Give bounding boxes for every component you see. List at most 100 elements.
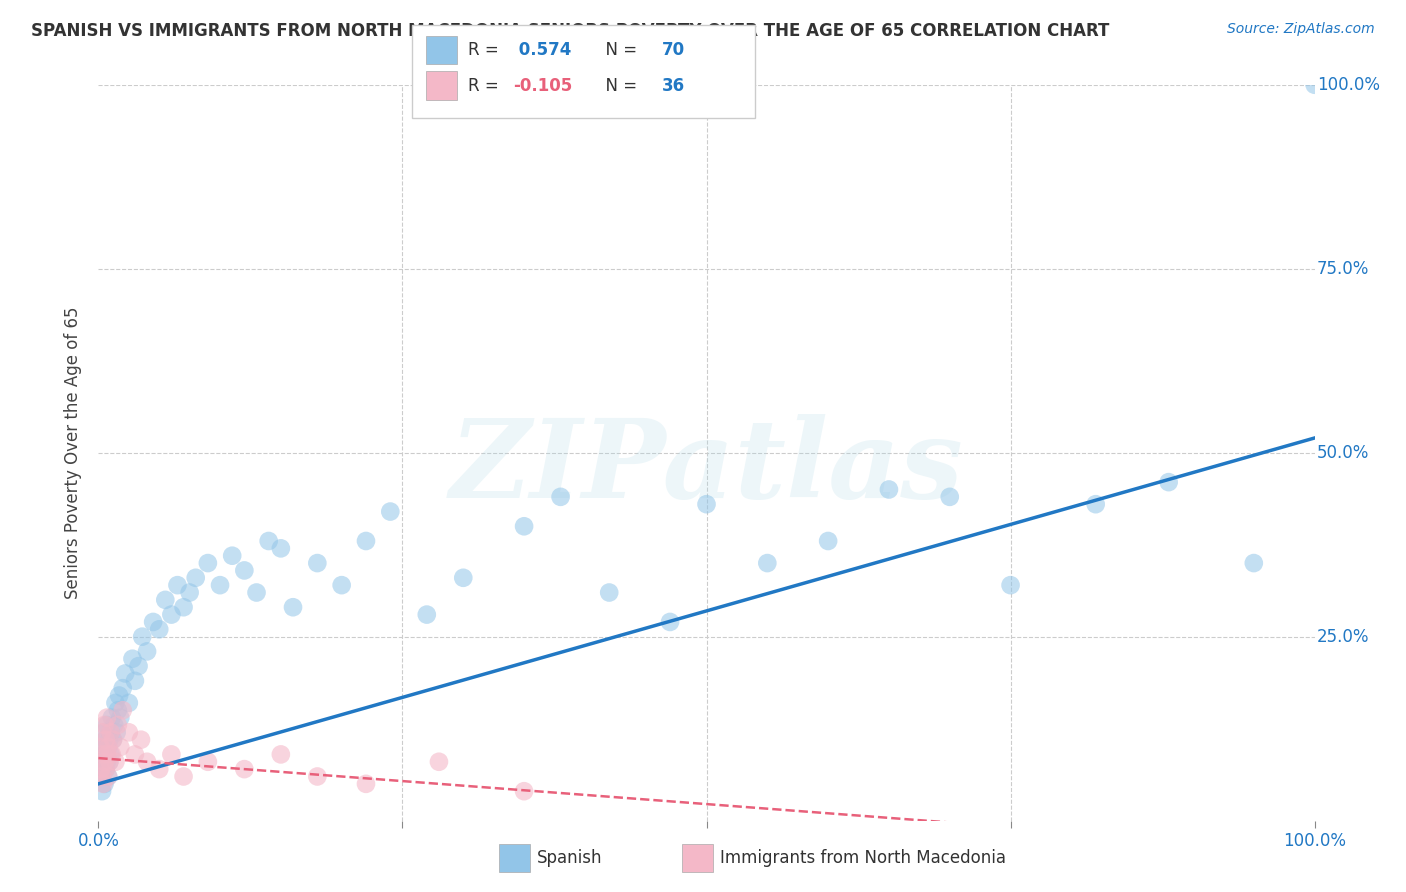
Point: [233, 762, 256, 776]
Point: [453, 571, 475, 585]
Point: [131, 630, 153, 644]
Point: [103, 718, 125, 732]
Point: [184, 571, 207, 585]
Point: [380, 505, 402, 519]
Point: [270, 541, 292, 556]
Point: [756, 556, 779, 570]
Point: [1000, 578, 1022, 592]
Point: [93, 747, 115, 762]
Point: [1303, 78, 1326, 92]
Point: [118, 696, 141, 710]
Point: [173, 769, 195, 784]
Point: [197, 755, 219, 769]
Point: [98, 755, 121, 769]
Point: [91, 740, 114, 755]
Text: 0.574: 0.574: [513, 41, 572, 59]
Point: [97, 769, 120, 784]
Text: 75.0%: 75.0%: [1317, 260, 1369, 277]
Point: [93, 718, 115, 732]
Point: [94, 762, 117, 776]
Point: [107, 703, 129, 717]
Point: [124, 673, 146, 688]
Point: [101, 747, 124, 762]
Text: R =: R =: [468, 77, 505, 95]
Point: [245, 585, 267, 599]
Point: [91, 777, 114, 791]
Point: [91, 747, 114, 762]
Text: SPANISH VS IMMIGRANTS FROM NORTH MACEDONIA SENIORS POVERTY OVER THE AGE OF 65 CO: SPANISH VS IMMIGRANTS FROM NORTH MACEDON…: [31, 22, 1109, 40]
Point: [97, 740, 120, 755]
Point: [94, 732, 117, 747]
Point: [94, 732, 117, 747]
Point: [105, 725, 128, 739]
Text: 50.0%: 50.0%: [1317, 443, 1369, 462]
Point: [121, 651, 143, 665]
Point: [270, 747, 292, 762]
Point: [118, 725, 141, 739]
Text: 25.0%: 25.0%: [1317, 628, 1369, 646]
Text: Immigrants from North Macedonia: Immigrants from North Macedonia: [720, 849, 1005, 867]
Point: [148, 623, 170, 637]
Point: [107, 718, 129, 732]
Point: [128, 659, 150, 673]
Point: [354, 777, 377, 791]
Point: [166, 578, 188, 592]
Point: [114, 666, 136, 681]
Point: [90, 762, 112, 776]
Point: [257, 533, 280, 548]
Point: [91, 769, 114, 784]
Text: Spanish: Spanish: [537, 849, 603, 867]
Text: R =: R =: [468, 41, 505, 59]
Point: [179, 585, 201, 599]
Text: 36: 36: [662, 77, 685, 95]
Point: [513, 519, 536, 533]
Point: [330, 578, 353, 592]
Point: [817, 533, 839, 548]
Text: N =: N =: [595, 41, 643, 59]
Point: [96, 747, 118, 762]
Point: [136, 644, 159, 658]
Point: [416, 607, 439, 622]
Point: [96, 710, 118, 724]
Point: [97, 769, 120, 784]
Point: [98, 732, 121, 747]
Point: [90, 769, 112, 784]
Point: [94, 762, 117, 776]
Point: [197, 556, 219, 570]
Point: [97, 740, 120, 755]
Point: [93, 777, 115, 791]
Point: [98, 755, 121, 769]
Point: [307, 556, 329, 570]
Point: [173, 600, 195, 615]
Point: [160, 747, 183, 762]
Point: [1084, 497, 1107, 511]
Point: [91, 784, 114, 798]
Point: [659, 615, 682, 629]
Point: [148, 762, 170, 776]
Point: [104, 696, 127, 710]
Point: [90, 740, 112, 755]
Point: [91, 725, 114, 739]
Point: [1157, 475, 1180, 489]
Point: [101, 732, 124, 747]
Point: [129, 732, 152, 747]
Point: [307, 769, 329, 784]
Point: [136, 755, 159, 769]
Point: [354, 533, 377, 548]
Point: [281, 600, 304, 615]
Point: [96, 718, 118, 732]
Point: [209, 578, 232, 592]
Text: ZIPatlas: ZIPatlas: [450, 414, 963, 521]
Text: N =: N =: [595, 77, 643, 95]
Text: 100.0%: 100.0%: [1317, 76, 1381, 94]
Point: [108, 689, 131, 703]
Y-axis label: Seniors Poverty Over the Age of 65: Seniors Poverty Over the Age of 65: [65, 307, 83, 599]
Point: [101, 732, 124, 747]
Point: [696, 497, 718, 511]
Point: [1243, 556, 1265, 570]
Point: [93, 725, 115, 739]
Point: [96, 755, 118, 769]
Point: [111, 703, 134, 717]
Point: [598, 585, 620, 599]
Point: [550, 490, 572, 504]
